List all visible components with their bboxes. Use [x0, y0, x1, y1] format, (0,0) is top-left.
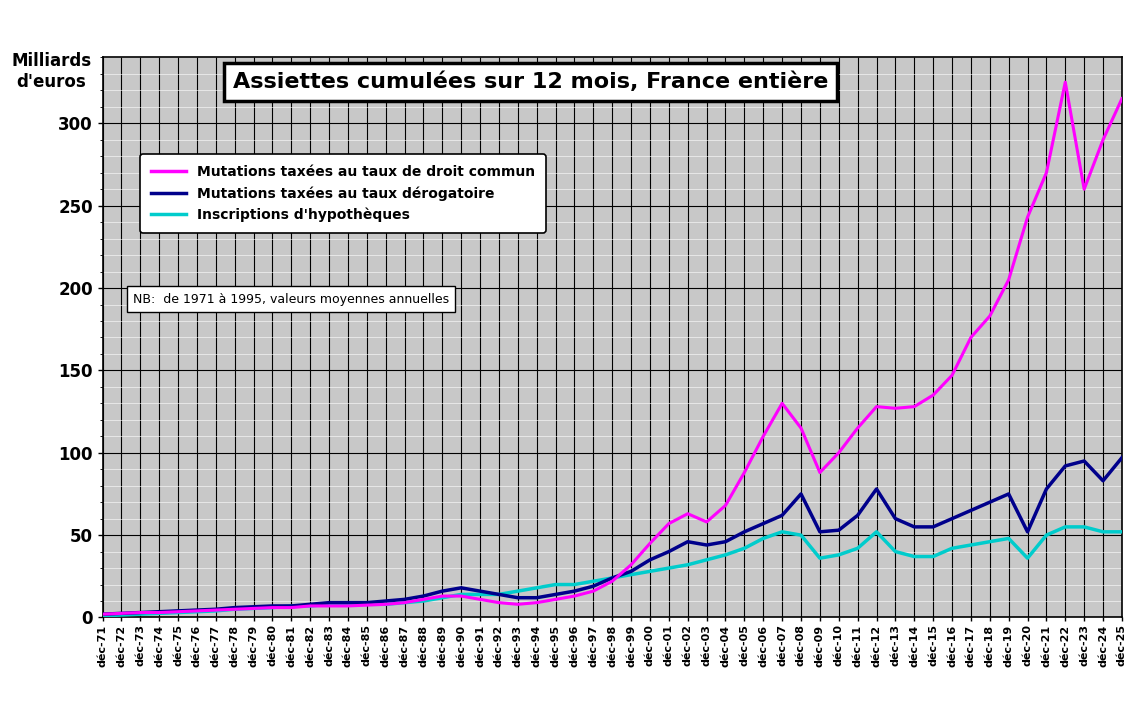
Mutations taxées au taux de droit commun [1115, 94, 1129, 103]
Text: NB:  de 1971 à 1995, valeurs moyennes annuelles: NB: de 1971 à 1995, valeurs moyennes ann… [133, 293, 449, 306]
Mutations taxées au taux de droit commun [1096, 136, 1109, 144]
Inscriptions d'hypothèques [1002, 534, 1016, 543]
Mutations taxées au taux dérogatoire [1002, 490, 1016, 498]
Inscriptions d'hypothèques [285, 602, 298, 610]
Mutations taxées au taux dérogatoire [473, 587, 486, 595]
Line: Mutations taxées au taux de droit commun: Mutations taxées au taux de droit commun [103, 82, 1122, 614]
Mutations taxées au taux dérogatoire [1096, 477, 1109, 485]
Mutations taxées au taux dérogatoire [208, 605, 222, 614]
Mutations taxées au taux dérogatoire [341, 598, 354, 607]
Line: Mutations taxées au taux dérogatoire: Mutations taxées au taux dérogatoire [103, 457, 1122, 614]
Inscriptions d'hypothèques [473, 590, 486, 599]
Inscriptions d'hypothèques [208, 607, 222, 615]
Mutations taxées au taux de droit commun [1002, 276, 1016, 284]
Text: Assiettes cumulées sur 12 mois, France entière: Assiettes cumulées sur 12 mois, France e… [233, 71, 828, 92]
Inscriptions d'hypothèques [1115, 528, 1129, 536]
Mutations taxées au taux dérogatoire [1115, 453, 1129, 462]
Mutations taxées au taux dérogatoire [96, 610, 109, 618]
Line: Inscriptions d'hypothèques: Inscriptions d'hypothèques [103, 527, 1122, 616]
Mutations taxées au taux de droit commun [96, 610, 109, 618]
Inscriptions d'hypothèques [1058, 523, 1072, 531]
Text: Milliards
d'euros: Milliards d'euros [11, 52, 91, 91]
Mutations taxées au taux de droit commun [1058, 78, 1072, 86]
Inscriptions d'hypothèques [1096, 528, 1109, 536]
Inscriptions d'hypothèques [96, 612, 109, 620]
Mutations taxées au taux de droit commun [208, 606, 222, 615]
Mutations taxées au taux de droit commun [473, 595, 486, 604]
Mutations taxées au taux dérogatoire [285, 602, 298, 610]
Inscriptions d'hypothèques [341, 600, 354, 609]
Mutations taxées au taux de droit commun [341, 602, 354, 610]
Mutations taxées au taux de droit commun [285, 603, 298, 612]
Legend: Mutations taxées au taux de droit commun, Mutations taxées au taux dérogatoire, : Mutations taxées au taux de droit commun… [140, 154, 547, 233]
